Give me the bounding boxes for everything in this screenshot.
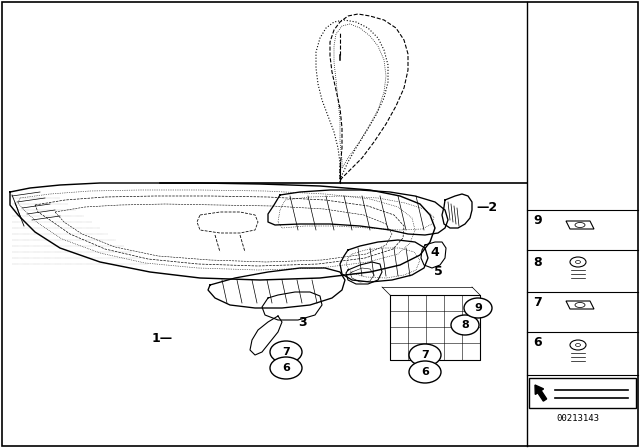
Ellipse shape <box>270 341 302 363</box>
Text: 8: 8 <box>533 255 541 268</box>
Text: 9: 9 <box>533 214 541 227</box>
Text: 6: 6 <box>282 363 290 373</box>
Text: 3: 3 <box>298 315 307 328</box>
Text: 8: 8 <box>461 320 469 330</box>
Text: 7: 7 <box>533 296 541 309</box>
Ellipse shape <box>451 315 479 335</box>
Text: 9: 9 <box>474 303 482 313</box>
Text: 5: 5 <box>434 264 443 277</box>
Ellipse shape <box>409 344 441 366</box>
Text: 1—: 1— <box>152 332 173 345</box>
Text: 7: 7 <box>421 350 429 360</box>
Text: 6: 6 <box>533 336 541 349</box>
Text: 7: 7 <box>282 347 290 357</box>
Ellipse shape <box>409 361 441 383</box>
Ellipse shape <box>270 357 302 379</box>
Text: —2: —2 <box>476 201 497 214</box>
Text: 00213143: 00213143 <box>557 414 600 422</box>
Text: 6: 6 <box>421 367 429 377</box>
Ellipse shape <box>464 298 492 318</box>
FancyArrow shape <box>535 385 547 401</box>
Text: 4: 4 <box>430 246 439 258</box>
Bar <box>529 378 636 408</box>
